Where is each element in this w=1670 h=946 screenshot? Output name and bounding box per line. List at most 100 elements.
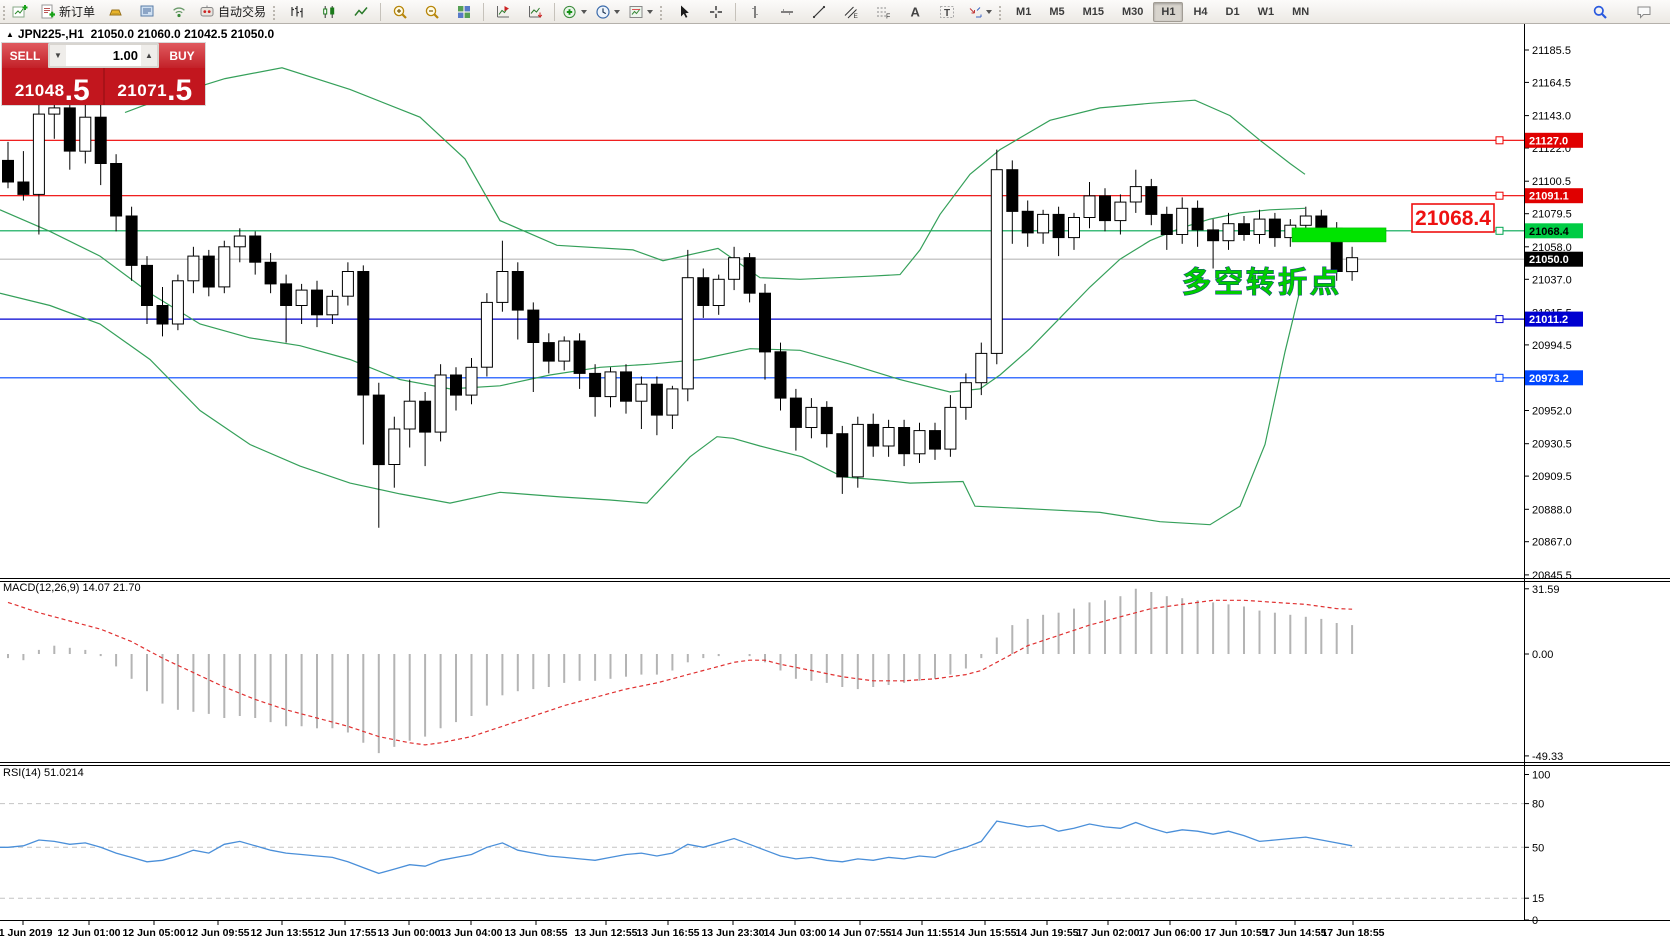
vertical-line-button[interactable]: [739, 1, 771, 23]
fibonacci-button[interactable]: F: [867, 1, 899, 23]
svg-text:80: 80: [1532, 799, 1544, 811]
zoom-out-button[interactable]: [416, 1, 448, 23]
horizontal-line-button[interactable]: [771, 1, 803, 23]
zoom-in-button[interactable]: [384, 1, 416, 23]
tile-windows-button[interactable]: [448, 1, 480, 23]
svg-text:12 Jun 13:55: 12 Jun 13:55: [250, 927, 313, 939]
svg-text:A: A: [911, 4, 921, 19]
fibonacci-icon: F: [877, 7, 890, 20]
timeframe-mn-button[interactable]: MN: [1292, 5, 1310, 18]
autotrading-label: 自动交易: [218, 5, 267, 19]
crosshair-icon: [710, 5, 723, 18]
buy-price[interactable]: 21071 .5: [105, 68, 206, 106]
candles-chart-button[interactable]: [313, 1, 345, 23]
svg-text:13 Jun 12:55: 13 Jun 12:55: [574, 927, 637, 939]
svg-text:20973.2: 20973.2: [1529, 373, 1569, 385]
equidistant-channel-button[interactable]: E: [835, 1, 867, 23]
bollinger-bands-layer: [0, 67, 1306, 526]
crosshair-button[interactable]: [700, 1, 732, 23]
collapse-icon[interactable]: ▲: [6, 30, 14, 39]
chevron-down-icon: [986, 9, 993, 14]
timeframe-m15-button[interactable]: M15: [1082, 5, 1104, 18]
toolbar-separator: [380, 2, 382, 21]
timeframe-d1-button[interactable]: D1: [1225, 5, 1240, 18]
price-callout: 21068.4: [1411, 203, 1495, 233]
line-chart-icon: [354, 6, 368, 16]
text-label-button[interactable]: T: [931, 1, 963, 23]
toolbar-separator: [554, 2, 556, 21]
macd-signal-line: [7, 599, 1353, 746]
signal-button[interactable]: [163, 1, 195, 23]
svg-text:0.00: 0.00: [1532, 649, 1553, 661]
autotrading-button[interactable]: 自动交易: [195, 1, 270, 23]
chart-autoscroll-button[interactable]: [519, 1, 551, 23]
bars-chart-button[interactable]: [281, 1, 313, 23]
candles-chart-icon: [323, 5, 335, 18]
macd-label: MACD(12,26,9) 14.07 21.70: [3, 582, 141, 594]
autotrading-icon: [200, 5, 214, 16]
timeframe-h4-button[interactable]: H4: [1193, 5, 1208, 18]
comments-button[interactable]: [1628, 1, 1660, 23]
svg-text:14 Jun 07:55: 14 Jun 07:55: [828, 927, 891, 939]
rsi-label: RSI(14) 51.0214: [3, 767, 84, 779]
sell-price[interactable]: 21048 .5: [2, 68, 103, 106]
new-order-icon: [41, 4, 55, 18]
chart-plus-button[interactable]: [4, 1, 36, 23]
toolbar: 新订单 自动交易 E F A T M1 M5 M15 M30 H1 H4 D1 W1 MN: [0, 0, 1670, 24]
line-chart-button[interactable]: [345, 1, 377, 23]
svg-text:21015.5: 21015.5: [1532, 308, 1572, 320]
svg-text:21037.0: 21037.0: [1532, 274, 1572, 286]
periods-button[interactable]: [591, 1, 624, 23]
chart-autoscroll-icon: [529, 5, 543, 18]
ohlc-values: 21050.0 21060.0 21042.5 21050.0: [90, 27, 275, 41]
toolbar-drag-handle: [998, 3, 1004, 20]
svg-text:17 Jun 14:55: 17 Jun 14:55: [1263, 927, 1326, 939]
volume-decrease-button[interactable]: ▼: [50, 45, 66, 66]
cursor-arrow-button[interactable]: [668, 1, 700, 23]
timeframe-h1-button[interactable]: H1: [1153, 1, 1184, 22]
arrows-button[interactable]: [963, 1, 996, 23]
svg-text:17 Jun 18:55: 17 Jun 18:55: [1321, 927, 1384, 939]
timeframe-w1-button[interactable]: W1: [1257, 5, 1275, 18]
chart-shift-button[interactable]: [487, 1, 519, 23]
rsi-line: [0, 820, 1353, 875]
toolbar-right-items: [1584, 1, 1670, 23]
bars-chart-icon: [291, 5, 303, 17]
timeframe-m5-button[interactable]: M5: [1049, 5, 1065, 18]
svg-text:12 Jun 05:00: 12 Jun 05:00: [122, 927, 185, 939]
svg-text:21100.5: 21100.5: [1532, 176, 1571, 188]
rsi-panel: 100 80 50 15 0: [0, 770, 1550, 927]
toolbar-drag-handle: [272, 3, 278, 20]
search-button[interactable]: [1584, 1, 1616, 23]
new-order-button[interactable]: 新订单: [36, 1, 99, 23]
templates-button[interactable]: [624, 1, 657, 23]
svg-text:17 Jun 06:00: 17 Jun 06:00: [1138, 927, 1201, 939]
turning-point-annotation: 多空转折点: [1182, 265, 1342, 299]
vertical-line-icon: [752, 5, 759, 18]
svg-text:21122.0: 21122.0: [1532, 143, 1571, 155]
indicators-button[interactable]: [558, 1, 591, 23]
price-levels-layer: [0, 139, 1524, 379]
comments-icon: [1637, 6, 1651, 19]
timeframe-m30-button[interactable]: M30: [1122, 5, 1144, 18]
templates-icon: [629, 5, 643, 18]
text-button[interactable]: A: [899, 1, 931, 23]
svg-text:20845.5: 20845.5: [1532, 570, 1572, 582]
svg-text:21079.5: 21079.5: [1532, 209, 1572, 221]
svg-text:21068.4: 21068.4: [1415, 207, 1491, 230]
volume-input[interactable]: [66, 45, 141, 66]
trendline-icon: [812, 5, 826, 18]
trendline-button[interactable]: [803, 1, 835, 23]
sell-button[interactable]: SELL: [2, 43, 48, 68]
equidistant-channel-icon: E: [844, 6, 859, 20]
volume-increase-button[interactable]: ▲: [141, 45, 157, 66]
chart-canvas[interactable]: 多空转折点 21068.4 21185.5 21164.5 21143.0 21122.0…: [0, 23, 1670, 946]
timeframe-m1-button[interactable]: M1: [1016, 5, 1032, 18]
market-watch-button[interactable]: [131, 1, 163, 23]
text-icon: A: [911, 4, 921, 19]
buy-button[interactable]: BUY: [159, 43, 205, 68]
ingot-button[interactable]: [99, 1, 131, 23]
svg-text:21058.0: 21058.0: [1532, 242, 1572, 254]
